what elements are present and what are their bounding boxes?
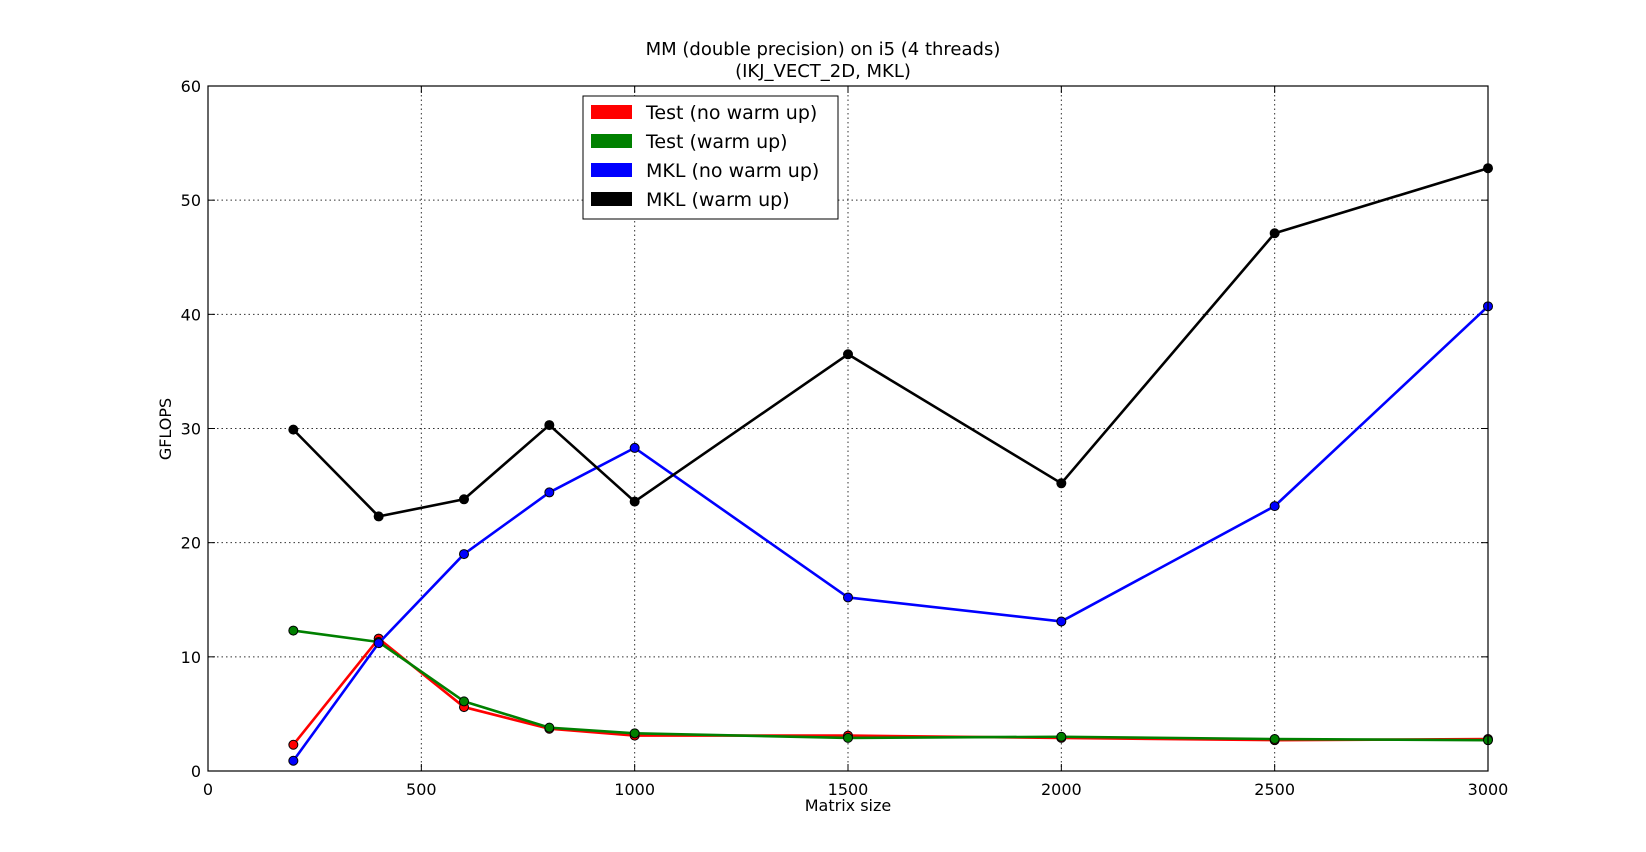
y-tick-label: 40 xyxy=(181,305,201,324)
legend-label-mkl-warm-up: MKL (warm up) xyxy=(646,189,790,211)
chart-title: MM (double precision) on i5 (4 threads) xyxy=(646,39,1001,60)
x-tick-label: 0 xyxy=(203,780,213,799)
data-point-test-no-warm-up xyxy=(288,739,299,750)
data-point-mkl-warm-up xyxy=(1269,228,1280,239)
data-point-mkl-no-warm-up xyxy=(1056,616,1067,627)
data-point-mkl-no-warm-up xyxy=(843,592,853,603)
legend-swatch-test-no-warm-up xyxy=(591,105,632,119)
data-point-mkl-warm-up xyxy=(629,496,640,507)
legend: Test (no warm up) Test (warm up) MKL (no w… xyxy=(582,95,839,220)
data-point-mkl-warm-up xyxy=(373,511,384,522)
data-point-test-warm-up xyxy=(1269,734,1280,745)
y-tick-label: 10 xyxy=(181,648,201,667)
data-point-mkl-warm-up xyxy=(459,494,469,505)
data-point-test-warm-up xyxy=(1056,731,1067,742)
y-tick-label: 30 xyxy=(181,420,201,439)
y-tick-label: 0 xyxy=(191,762,201,781)
y-axis-label: GFLOPS xyxy=(156,398,175,460)
y-tick-label: 60 xyxy=(181,77,201,96)
x-tick-label: 2500 xyxy=(1254,780,1295,799)
legend-swatch-test-warm-up xyxy=(591,134,632,148)
data-point-test-warm-up xyxy=(544,722,555,733)
series-line-mkl-no-warm-up xyxy=(292,305,1489,762)
legend-label-test-warm-up: Test (warm up) xyxy=(645,131,788,153)
legend-swatch-mkl-warm-up xyxy=(591,192,632,206)
chart-subtitle: (IKJ_VECT_2D, MKL) xyxy=(735,61,911,82)
x-tick-label: 2000 xyxy=(1041,780,1082,799)
x-axis-label: Matrix size xyxy=(805,796,891,815)
data-point-test-warm-up xyxy=(288,625,299,636)
data-point-mkl-warm-up xyxy=(544,420,555,431)
ticks: 0 500 1000 1500 2000 2500 3000 0 10 20 30 40 50 60 xyxy=(181,77,1509,799)
data-point-mkl-no-warm-up xyxy=(288,755,299,766)
data-point-test-warm-up xyxy=(459,696,469,707)
y-tick-label: 50 xyxy=(181,191,201,210)
x-tick-label: 1500 xyxy=(828,780,869,799)
legend-swatch-mkl-no-warm-up xyxy=(591,163,632,177)
data-point-mkl-no-warm-up xyxy=(544,487,555,498)
x-tick-label: 500 xyxy=(406,780,437,799)
data-point-mkl-warm-up xyxy=(1056,478,1067,489)
series-line-test-no-warm-up xyxy=(292,637,1489,746)
grid xyxy=(208,86,1488,771)
x-tick-label: 3000 xyxy=(1468,780,1509,799)
data-point-mkl-warm-up xyxy=(843,349,853,360)
y-tick-label: 20 xyxy=(181,534,201,553)
data-point-mkl-no-warm-up xyxy=(629,442,640,453)
data-point-mkl-warm-up xyxy=(288,424,299,435)
series-line-mkl-warm-up xyxy=(292,166,1489,518)
data-point-mkl-no-warm-up xyxy=(373,638,384,649)
legend-label-test-no-warm-up: Test (no warm up) xyxy=(645,102,817,124)
data-point-mkl-no-warm-up xyxy=(1269,501,1280,512)
legend-label-mkl-no-warm-up: MKL (no warm up) xyxy=(646,160,819,182)
data-point-mkl-no-warm-up xyxy=(459,549,469,560)
x-tick-label: 1000 xyxy=(614,780,655,799)
data-point-test-warm-up xyxy=(629,728,640,739)
series-layer xyxy=(288,163,1493,766)
data-point-test-warm-up xyxy=(843,732,853,743)
series-line-test-warm-up xyxy=(293,629,1489,742)
